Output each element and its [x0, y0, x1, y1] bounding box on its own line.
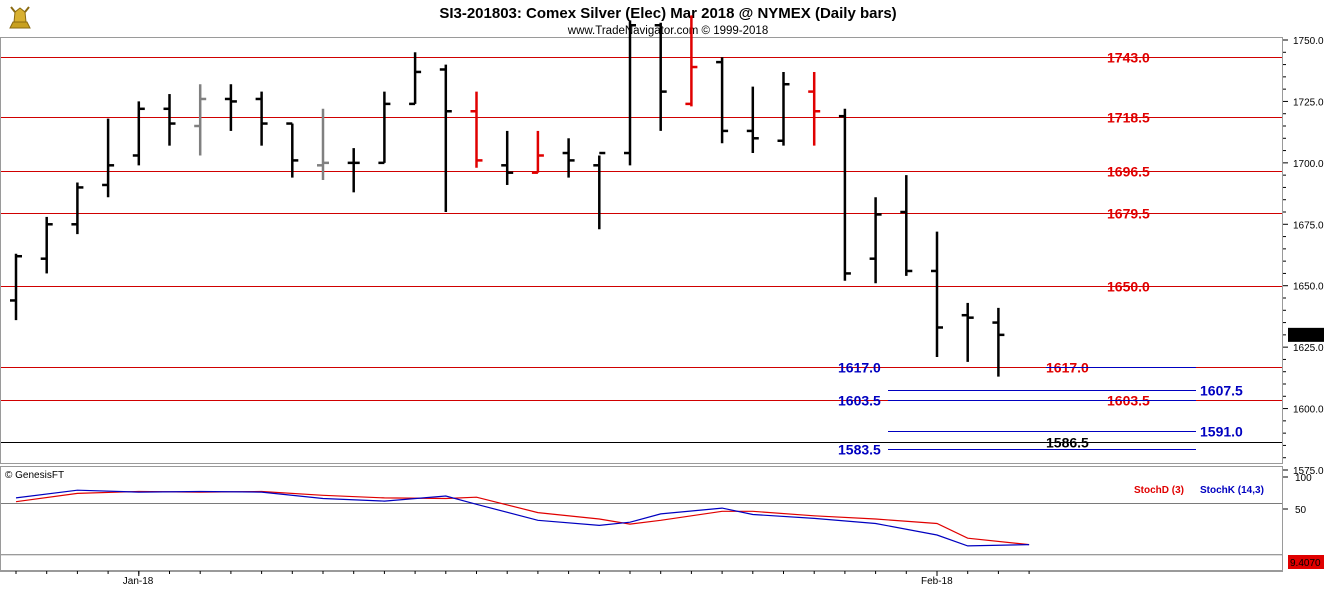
ohlc-bar [685, 15, 698, 107]
level-label: 1650.0 [1107, 279, 1150, 295]
legend-stoch-k: StochK (14,3) [1200, 485, 1264, 496]
support-label: 1583.5 [838, 442, 881, 458]
ohlc-bar [562, 138, 575, 178]
stoch-tick-label: 100 [1295, 473, 1312, 484]
stoch-tick-label: 50 [1295, 505, 1307, 516]
ohlc-bar [900, 175, 913, 276]
price-bars [10, 15, 1005, 377]
credit-label: © GenesisFT [5, 470, 64, 481]
level-label: 1696.5 [1107, 164, 1150, 180]
date-tick-label: Jan-18 [123, 576, 154, 587]
ohlc-bar [347, 148, 360, 193]
ohlc-bar [992, 307, 1005, 377]
level-label: 1679.5 [1107, 206, 1150, 222]
price-tick-label: 1750.0 [1293, 36, 1324, 47]
chart-title: SI3-201803: Comex Silver (Elec) Mar 2018… [439, 5, 896, 22]
ohlc-bar [40, 216, 53, 274]
price-tick-label: 1625.0 [1293, 343, 1324, 354]
price-panel-frame [0, 37, 1283, 464]
horizontal-levels: 1743.0 1718.5 1696.5 1679.5 1650.0 1617.0 1603… [1, 50, 1282, 458]
ohlc-bar [10, 253, 22, 321]
ohlc-bar [777, 71, 790, 146]
last-price-badge [1288, 327, 1324, 342]
level-label: 1743.0 [1107, 50, 1150, 66]
ohlc-bar [593, 151, 606, 230]
price-axis: 1750.0 1725.0 1700.0 1675.0 1650.0 1625.0 1600… [1283, 36, 1324, 477]
ohlc-bar [470, 91, 483, 168]
ohlc-bar [501, 130, 514, 185]
price-tick-label: 1725.0 [1293, 97, 1324, 108]
ohlc-bar [163, 94, 176, 146]
level-label: 1586.5 [1046, 435, 1089, 451]
support-label: 1607.5 [1200, 383, 1243, 399]
ohlc-bar [132, 101, 145, 166]
last-price-label: 1630.0 [1290, 331, 1321, 342]
ohlc-bar [869, 197, 882, 284]
ohlc-bar [224, 84, 237, 131]
price-tick-label: 1700.0 [1293, 159, 1324, 170]
ohlc-bar [961, 302, 974, 362]
date-tick-label: Feb-18 [921, 576, 953, 587]
level-label: 1718.5 [1107, 110, 1150, 126]
ohlc-bar [378, 91, 391, 165]
ohlc-bar [531, 130, 544, 174]
ohlc-bar [624, 20, 636, 166]
date-axis: Jan-18 Feb-18 [15, 571, 1030, 587]
ohlc-bar [439, 64, 452, 212]
stoch-last-label: 9.4070 [1290, 558, 1321, 569]
ohlc-bar [255, 91, 268, 146]
ohlc-bar [808, 71, 821, 146]
price-tick-label: 1600.0 [1293, 405, 1324, 416]
support-label: 1603.5 [838, 393, 881, 409]
price-tick-label: 1650.0 [1293, 282, 1324, 293]
stoch-d-line [15, 490, 1030, 546]
stoch-last-badge [1288, 555, 1324, 569]
ohlc-bar [102, 118, 115, 198]
ohlc-bar [716, 57, 729, 144]
ohlc-bar [317, 108, 329, 181]
support-label: 1591.0 [1200, 424, 1243, 440]
stochastic-panel-frame [0, 466, 1283, 571]
price-tick-label: 1675.0 [1293, 220, 1324, 231]
price-tick-label: 1575.0 [1293, 466, 1324, 477]
ohlc-bar [838, 108, 851, 281]
support-label: 1617.0 [838, 360, 881, 376]
ohlc-bar [194, 84, 207, 156]
ohlc-bar [931, 231, 943, 357]
ohlc-bar [286, 122, 299, 178]
bull-logo-icon [6, 3, 34, 33]
ohlc-bar [746, 86, 759, 154]
legend-stoch-d: StochD (3) [1134, 485, 1184, 496]
stochastic-panel: 100 50 StochD (3) StochK (14,3) 9.4070 [1, 473, 1324, 569]
stoch-k-line [15, 489, 1030, 547]
ohlc-bar [71, 182, 84, 235]
ohlc-bar [409, 52, 422, 106]
ohlc-bar [654, 22, 667, 131]
chart-subtitle: www.TradeNavigator.com © 1999-2018 [567, 25, 768, 37]
